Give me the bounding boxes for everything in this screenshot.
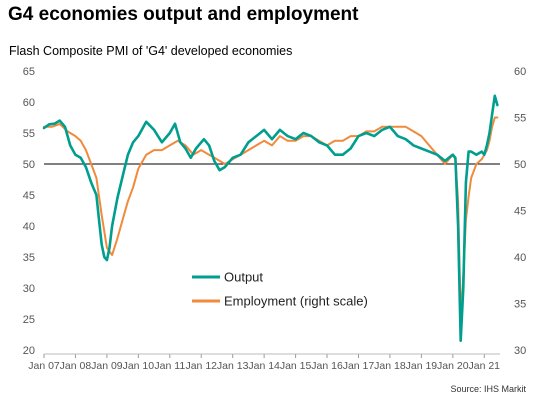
y-left-tick-label: 55: [23, 128, 35, 140]
y-left-tick-label: 35: [23, 252, 35, 264]
x-tick-label: Jan 18: [374, 360, 406, 372]
source-note: Source: IHS Markit: [450, 384, 526, 394]
y-left-tick-label: 20: [23, 345, 35, 357]
y-left-tick-label: 60: [23, 97, 35, 109]
x-tick-label: Jan 21: [469, 360, 501, 372]
legend-label: Employment (right scale): [224, 294, 368, 309]
x-tick-label: Jan 20: [437, 360, 469, 372]
legend-label: Output: [224, 270, 263, 285]
y-left-tick-label: 30: [23, 283, 35, 295]
chart-lines: [42, 94, 499, 342]
x-tick-label: Jan 16: [311, 360, 343, 372]
x-tick-label: Jan 14: [248, 360, 280, 372]
y-left-tick-label: 65: [23, 66, 35, 78]
chart-axes: 20 25 30 35 40 45 50 55 60 65 30 35 40 45 50 55 60 Jan 07…: [23, 66, 527, 372]
y-right-tick-label: 50: [514, 159, 526, 171]
x-tick-label: Jan 07: [28, 360, 60, 372]
chart-subtitle: Flash Composite PMI of 'G4' developed ec…: [9, 44, 293, 58]
y-left-tick-label: 40: [23, 221, 35, 233]
series-line-output: [42, 94, 499, 342]
y-left-tick-label: 45: [23, 190, 35, 202]
y-right-tick-label: 45: [514, 206, 526, 218]
series-line-employment-right-scale: [43, 116, 499, 319]
y-left-tick-label: 25: [23, 314, 35, 326]
y-right-tick-label: 40: [514, 252, 526, 264]
x-tick-label: Jan 12: [185, 360, 217, 372]
x-tick-label: Jan 17: [343, 360, 375, 372]
y-right-tick-label: 60: [514, 66, 526, 78]
x-tick-label: Jan 15: [280, 360, 312, 372]
y-right-tick-label: 55: [514, 113, 526, 125]
x-tick-label: Jan 13: [217, 360, 249, 372]
x-tick-label: Jan 09: [91, 360, 123, 372]
x-tick-label: Jan 10: [123, 360, 155, 372]
y-left-tick-label: 50: [23, 159, 35, 171]
x-tick-label: Jan 19: [406, 360, 438, 372]
y-right-tick-label: 30: [514, 345, 526, 357]
x-tick-label: Jan 11: [154, 360, 185, 372]
x-tick-label: Jan 08: [60, 360, 92, 372]
chart-legend: Output Employment (right scale): [192, 270, 368, 309]
chart-title: G4 economies output and employment: [8, 4, 359, 25]
y-right-tick-label: 35: [514, 299, 526, 311]
